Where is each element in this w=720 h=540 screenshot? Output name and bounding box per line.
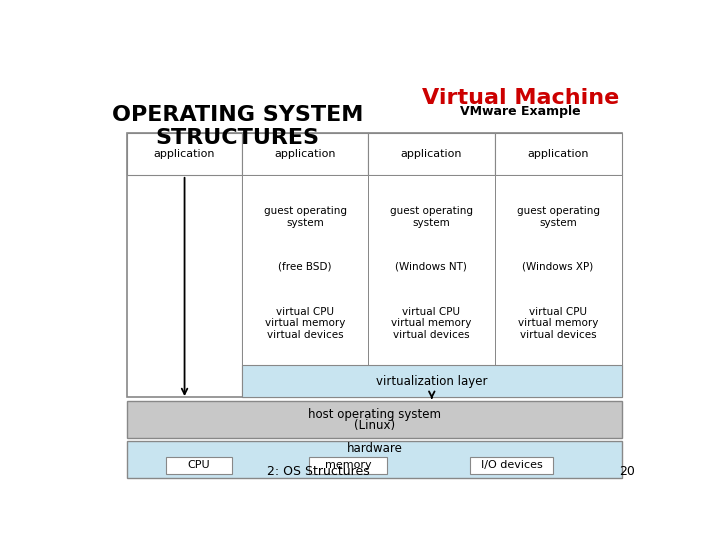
Text: (Windows NT): (Windows NT) bbox=[395, 261, 467, 271]
Text: hardware: hardware bbox=[346, 442, 402, 455]
Text: Virtual Machine: Virtual Machine bbox=[421, 88, 618, 108]
Text: (free BSD): (free BSD) bbox=[279, 261, 332, 271]
Text: virtual CPU
virtual memory
virtual devices: virtual CPU virtual memory virtual devic… bbox=[265, 307, 346, 340]
Bar bbox=[310, 457, 387, 474]
Text: I/O devices: I/O devices bbox=[481, 460, 542, 470]
Text: OPERATING SYSTEM
STRUCTURES: OPERATING SYSTEM STRUCTURES bbox=[112, 105, 363, 148]
Text: guest operating
system: guest operating system bbox=[264, 206, 346, 227]
Text: (Windows XP): (Windows XP) bbox=[523, 261, 594, 271]
Text: application: application bbox=[274, 148, 336, 159]
Text: VMware Example: VMware Example bbox=[460, 105, 580, 118]
Bar bbox=[242, 132, 368, 175]
Text: host operating system: host operating system bbox=[308, 408, 441, 421]
Text: guest operating
system: guest operating system bbox=[517, 206, 600, 227]
Bar bbox=[469, 457, 554, 474]
Bar bbox=[127, 132, 621, 397]
Bar bbox=[127, 132, 242, 175]
Text: 20: 20 bbox=[619, 465, 635, 478]
Bar bbox=[242, 365, 621, 397]
Text: virtual CPU
virtual memory
virtual devices: virtual CPU virtual memory virtual devic… bbox=[518, 307, 598, 340]
Bar bbox=[368, 132, 495, 175]
Text: CPU: CPU bbox=[188, 460, 210, 470]
Text: (Linux): (Linux) bbox=[354, 420, 395, 433]
Bar bbox=[368, 175, 495, 365]
Bar bbox=[495, 175, 621, 365]
Text: memory: memory bbox=[325, 460, 372, 470]
Text: virtualization layer: virtualization layer bbox=[376, 375, 487, 388]
Bar bbox=[242, 175, 621, 397]
Bar bbox=[166, 457, 232, 474]
Bar bbox=[127, 401, 621, 438]
Bar bbox=[495, 132, 621, 175]
Text: 2: OS Structures: 2: OS Structures bbox=[267, 465, 370, 478]
Text: application: application bbox=[527, 148, 589, 159]
Text: virtual CPU
virtual memory
virtual devices: virtual CPU virtual memory virtual devic… bbox=[391, 307, 472, 340]
Text: application: application bbox=[400, 148, 462, 159]
Text: application: application bbox=[154, 148, 215, 159]
Bar bbox=[242, 175, 368, 365]
Bar bbox=[127, 441, 621, 477]
Text: guest operating
system: guest operating system bbox=[390, 206, 473, 227]
